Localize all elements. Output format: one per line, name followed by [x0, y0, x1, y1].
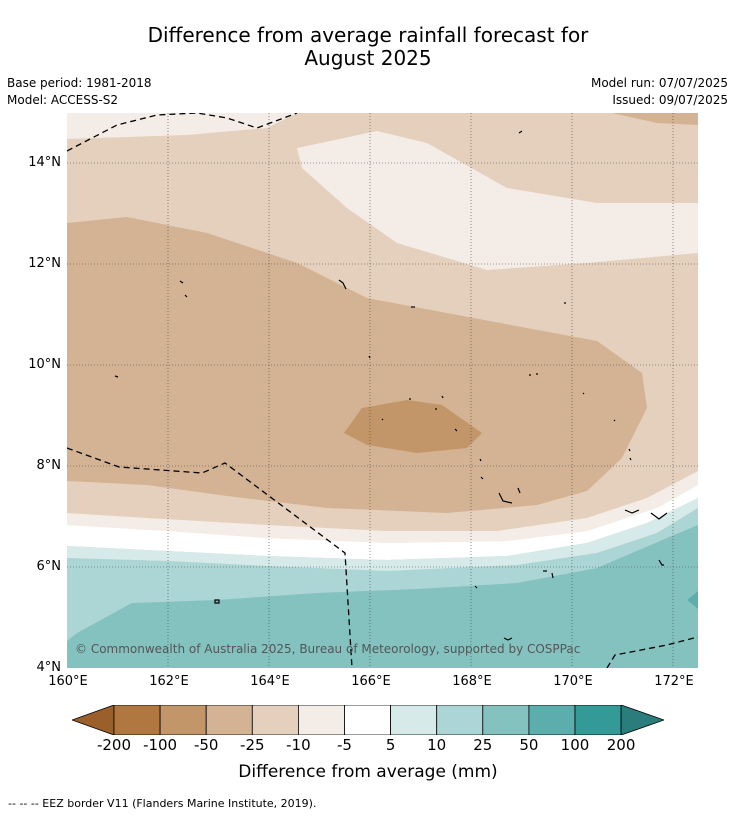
lon-label: 172°E — [654, 674, 694, 689]
colorbar-swatch — [113, 705, 161, 735]
map-title-line1: Difference from average rainfall forecas… — [147, 23, 589, 47]
copyright-notice: © Commonwealth of Australia 2025, Bureau… — [75, 642, 581, 656]
colorbar-tick-label: 200 — [606, 736, 636, 754]
colorbar-tick-label: -200 — [96, 736, 132, 754]
colorbar-swatch — [436, 705, 484, 735]
meta-left: Base period: 1981-2018 Model: ACCESS-S2 — [7, 75, 152, 109]
rainfall-map: © Commonwealth of Australia 2025, Bureau… — [67, 113, 698, 668]
lon-label: 162°E — [149, 674, 189, 689]
model-name: Model: ACCESS-S2 — [7, 93, 119, 107]
colorbar-swatch — [574, 705, 622, 735]
issued-date: Issued: 09/07/2025 — [612, 93, 728, 107]
pale-transition — [67, 471, 698, 543]
model-run: Model run: 07/07/2025 — [590, 76, 728, 90]
colorbar-tick-label: 5 — [385, 736, 396, 754]
colorbar-swatch — [390, 705, 438, 735]
lon-label: 164°E — [250, 674, 290, 689]
lat-label: 4°N — [36, 660, 62, 675]
graticule — [67, 113, 698, 668]
colorbar-swatch — [297, 705, 345, 735]
colorbar-tick-label: 50 — [519, 736, 539, 754]
lon-label: 166°E — [351, 674, 391, 689]
lat-label: 14°N — [28, 155, 61, 170]
colorbar-swatch — [205, 705, 253, 735]
teal-band-b — [67, 525, 698, 668]
colorbar-tick-label: -5 — [337, 736, 352, 754]
colorbar-swatch — [159, 705, 207, 735]
pale-band-topleft — [67, 113, 297, 139]
lon-label: 168°E — [452, 674, 492, 689]
colorbar-tick-label: 10 — [427, 736, 447, 754]
colorbar — [72, 705, 664, 735]
colorbar-tick-label: -25 — [240, 736, 265, 754]
colorbar-tick-label: 100 — [560, 736, 590, 754]
eez-footnote: -- -- -- EEZ border V11 (Flanders Marine… — [8, 797, 317, 810]
colorbar-title: Difference from average (mm) — [238, 762, 498, 782]
colorbar-tick-label: -10 — [286, 736, 311, 754]
lon-label: 160°E — [48, 674, 88, 689]
neutral-band — [67, 485, 698, 560]
lat-label: 6°N — [36, 559, 62, 574]
dark-brown-patch — [344, 400, 482, 453]
meta-right: Model run: 07/07/2025 Issued: 09/07/2025 — [591, 75, 728, 109]
lon-label: 170°E — [553, 674, 593, 689]
brown-patch-topright — [612, 113, 698, 125]
colorbar-swatch — [251, 705, 299, 735]
pale-tongue — [297, 131, 698, 270]
colorbar-tick-label: -100 — [143, 736, 178, 754]
colorbar-swatch — [344, 705, 391, 735]
eez-border — [67, 113, 698, 668]
lat-label: 12°N — [28, 256, 61, 271]
colorbar-extend-low — [72, 705, 115, 735]
map-title-line2: August 2025 — [304, 46, 432, 70]
colorbar-swatch — [528, 705, 576, 735]
colorbar-tick-label: -50 — [193, 736, 219, 754]
base-period: Base period: 1981-2018 — [7, 76, 152, 90]
lat-label: 8°N — [36, 458, 62, 473]
brown-band-central — [67, 217, 647, 513]
light-teal-band — [67, 498, 698, 571]
islands — [114, 130, 668, 641]
lat-label: 10°N — [28, 357, 61, 372]
teal-spot-right — [687, 591, 698, 609]
colorbar-swatch — [482, 705, 530, 735]
colorbar-extend-high — [620, 705, 664, 735]
colorbar-tick-label: 25 — [473, 736, 493, 754]
